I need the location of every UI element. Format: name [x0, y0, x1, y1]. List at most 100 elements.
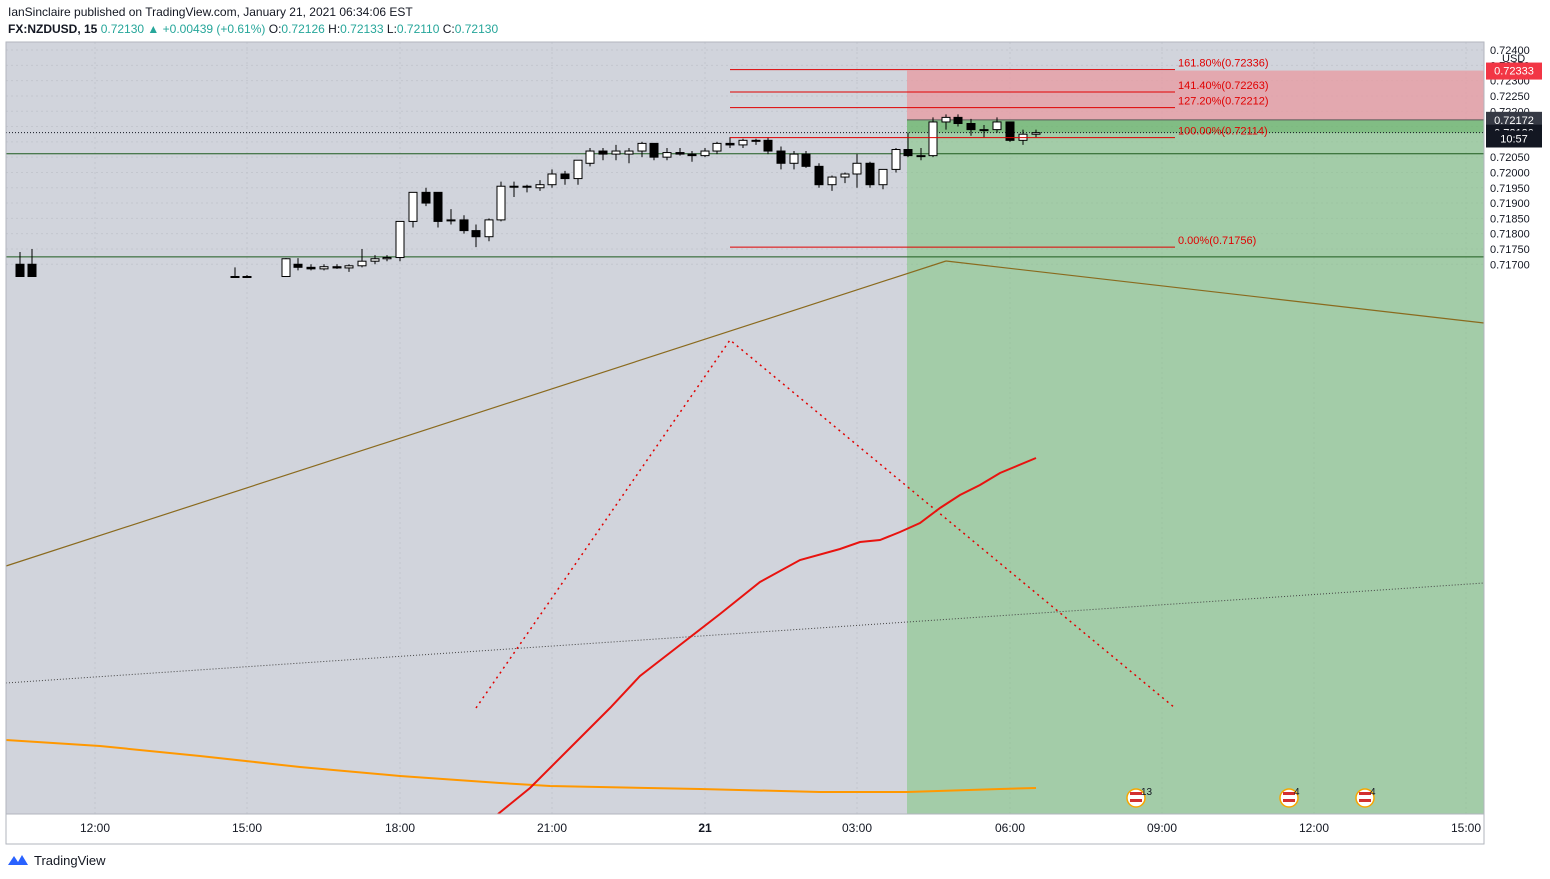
candle-body-11[interactable] [370, 258, 380, 262]
candle-body-19[interactable] [471, 230, 481, 238]
fast-moving-average[interactable] [497, 457, 1037, 815]
price-tag-bg-3 [1486, 130, 1542, 148]
event-count-2: 4 [1370, 787, 1376, 798]
candle-body-50[interactable] [865, 162, 875, 186]
flag-stripe-b-2 [1359, 799, 1371, 802]
filled-zone [907, 119, 1484, 133]
candle-body-16[interactable] [433, 191, 443, 222]
candle-body-34[interactable] [662, 152, 672, 158]
candle-body-25[interactable] [547, 173, 557, 186]
candle-body-46[interactable] [814, 165, 824, 186]
event-count-1: 4 [1294, 787, 1300, 798]
footer-brand[interactable]: TradingView [6, 852, 106, 868]
candle-body-23[interactable] [522, 185, 532, 188]
candle-body-6[interactable] [306, 266, 316, 270]
candle-body-5[interactable] [293, 263, 303, 268]
candle-body-51[interactable] [878, 168, 888, 186]
y-tick-labels: 0.724000.723500.723000.722500.722000.721… [1490, 45, 1530, 271]
fib-levels: 161.80%(0.72336) 141.40%(0.72263) 127.20%(… [730, 58, 1269, 248]
candle-body-48[interactable] [840, 173, 850, 178]
candle-body-37[interactable] [700, 150, 710, 157]
candle-body-59[interactable] [979, 129, 989, 132]
candle-body-12[interactable] [382, 257, 392, 260]
candle-body-20[interactable] [484, 219, 494, 238]
candle-body-52[interactable] [891, 149, 901, 170]
candle-body-44[interactable] [789, 153, 799, 164]
last-price: 0.72130 [100, 22, 145, 36]
candle-body-29[interactable] [598, 150, 608, 155]
candle-body-31[interactable] [624, 150, 634, 155]
candle-body-1[interactable] [27, 263, 37, 278]
candle-body-15[interactable] [421, 191, 431, 204]
candle-body-63[interactable] [1031, 132, 1041, 135]
candle-body-45[interactable] [801, 153, 811, 167]
candle-body-47[interactable] [827, 176, 837, 186]
candle-body-54[interactable] [916, 155, 926, 158]
candle-body-2[interactable] [230, 276, 240, 278]
event-count-0: 13 [1141, 787, 1153, 798]
candle-body-4[interactable] [281, 258, 291, 278]
candle-body-33[interactable] [649, 142, 659, 158]
candle-body-40[interactable] [738, 139, 748, 146]
candle-body-57[interactable] [953, 116, 963, 124]
candle-body-28[interactable] [585, 150, 595, 164]
y-tick-3: 0.72250 [1490, 91, 1530, 103]
candle-body-42[interactable] [763, 139, 773, 152]
candle-body-10[interactable] [357, 260, 367, 267]
candle-body-17[interactable] [446, 219, 456, 222]
candle-body-43[interactable] [776, 150, 786, 164]
candle-body-39[interactable] [725, 142, 735, 146]
candle-body-55[interactable] [928, 121, 938, 157]
fib-label-0: 161.80%(0.72336) [1178, 58, 1269, 70]
rising-trendline[interactable] [5, 260, 947, 567]
candle-body-21[interactable] [496, 185, 506, 221]
symbol-name[interactable]: FX:NZDUSD, 15 [8, 22, 98, 36]
candle-body-53[interactable] [903, 149, 913, 157]
candle-body-32[interactable] [637, 142, 647, 152]
candle-body-9[interactable] [344, 265, 354, 269]
candle-body-35[interactable] [675, 152, 685, 155]
y-tick-12: 0.71800 [1490, 229, 1530, 241]
candle-body-41[interactable] [751, 139, 761, 142]
price-tag-0: 0.72333 [1494, 66, 1534, 78]
price-axis[interactable] [1484, 42, 1550, 814]
slow-moving-average[interactable] [5, 739, 1037, 793]
dotted-channel-line[interactable] [5, 582, 1485, 684]
candle-body-8[interactable] [332, 266, 342, 269]
x-tick-8: 12:00 [1299, 821, 1329, 835]
candle-body-7[interactable] [319, 266, 329, 270]
high-label: H: [328, 22, 341, 36]
candle-body-24[interactable] [535, 184, 545, 189]
y-tick-14: 0.71700 [1490, 259, 1530, 271]
candle-body-26[interactable] [560, 173, 570, 180]
symbol-line: FX:NZDUSD, 15 0.72130 ▲ +0.00439 (+0.61%… [8, 22, 498, 36]
candle-body-38[interactable] [712, 142, 722, 152]
falling-trendline[interactable] [945, 260, 1485, 324]
candle-body-60[interactable] [992, 121, 1002, 131]
candle-body-49[interactable] [852, 162, 862, 175]
price-chart[interactable]: 161.80%(0.72336) 141.40%(0.72263) 127.20%(… [0, 0, 1550, 850]
time-axis[interactable] [6, 814, 1550, 844]
candle-body-3[interactable] [242, 276, 252, 278]
stop-zone[interactable] [907, 70, 1484, 120]
low-value: 0.72110 [396, 22, 440, 36]
candle-body-13[interactable] [395, 220, 405, 259]
fib-label-4: 0.00%(0.71756) [1178, 235, 1256, 247]
up-arrow-icon: ▲ [147, 22, 160, 36]
candle-body-0[interactable] [15, 263, 25, 278]
candle-body-30[interactable] [611, 150, 621, 155]
candle-body-14[interactable] [408, 191, 418, 222]
chart-frame [5, 41, 1485, 845]
candle-body-61[interactable] [1005, 121, 1015, 141]
candle-body-27[interactable] [573, 159, 583, 180]
candle-body-56[interactable] [941, 116, 951, 123]
candle-body-22[interactable] [509, 185, 519, 188]
candle-body-58[interactable] [966, 123, 976, 131]
target-zone[interactable] [907, 119, 1484, 814]
price-tag-3: 10:57 [1500, 133, 1528, 145]
candle-body-36[interactable] [687, 153, 697, 157]
price-tag-bg-1 [1486, 111, 1542, 129]
candle-body-18[interactable] [459, 219, 469, 232]
x-tick-2: 18:00 [385, 821, 415, 835]
